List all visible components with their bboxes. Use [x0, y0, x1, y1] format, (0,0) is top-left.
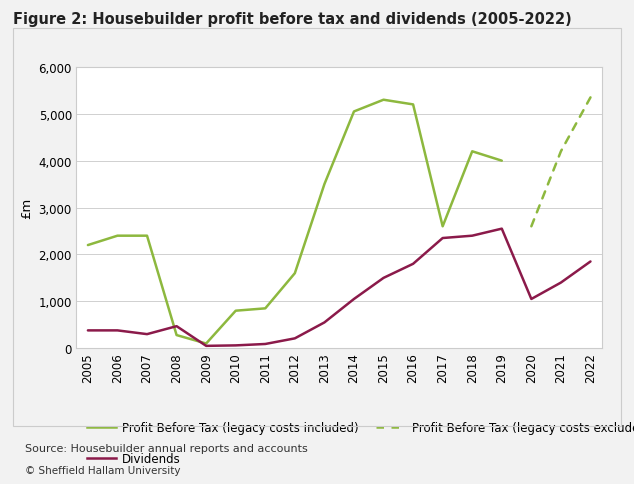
Y-axis label: £m: £m — [20, 197, 33, 219]
Text: © Sheffield Hallam University: © Sheffield Hallam University — [25, 465, 181, 475]
Legend: Dividends: Dividends — [82, 447, 186, 469]
Text: Source: Housebuilder annual reports and accounts: Source: Housebuilder annual reports and … — [25, 443, 308, 453]
Text: Figure 2: Housebuilder profit before tax and dividends (2005-2022): Figure 2: Housebuilder profit before tax… — [13, 12, 571, 27]
